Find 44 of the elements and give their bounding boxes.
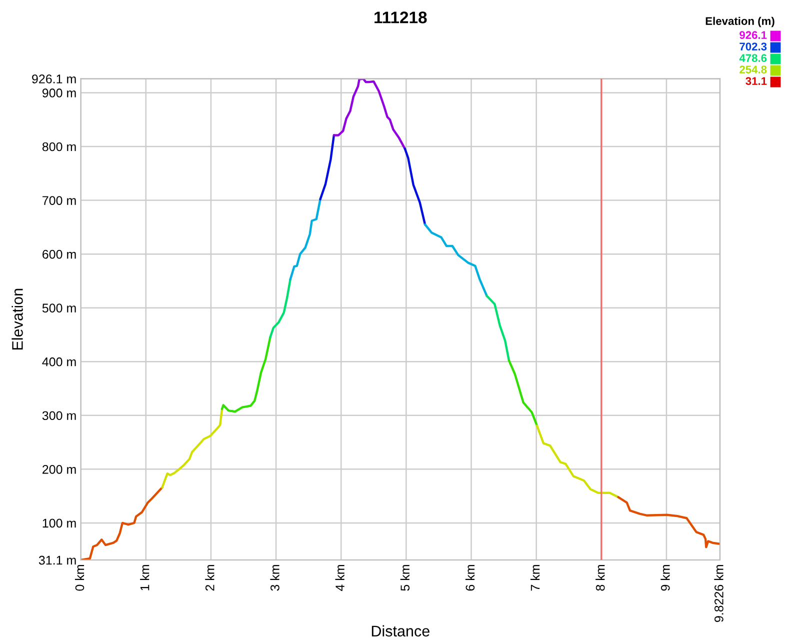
x-tick-label: 4 km [335,564,344,591]
y-tick-label: 926.1 m [32,74,76,84]
line-series [617,496,720,548]
line-series [161,408,224,489]
color-bar-label: 926.1 [740,31,767,39]
y-tick-label: 200 m [42,464,76,474]
line-series [404,148,426,226]
color-bar-label: 254.8 [740,66,767,74]
line-series [80,486,164,560]
x-tick-label: 7 km [530,564,540,591]
line-series [536,424,620,498]
x-tick-label: 0 km [74,564,84,591]
y-tick-label: 300 m [42,411,76,420]
x-tick-label: 6 km [465,564,475,591]
y-tick-label: 31.1 m [38,556,76,565]
x-tick-label: 8 km [596,564,605,591]
color-bar-label: 478.6 [739,54,767,62]
x-tick-label: 1 km [140,564,150,590]
line-series [269,278,292,339]
line-series [508,359,538,427]
y-tick-label: 600 m [42,250,76,259]
x-tick-label: 2 km [205,564,214,591]
line-series [424,223,488,298]
x-tick-label: 9 km [660,564,670,591]
color-bar-title: Elevation (m) [706,16,774,28]
x-axis-title: Distance [372,625,430,637]
chart-title: 111218 [374,12,427,24]
y-tick-label: 900 m [42,88,76,98]
color-bar-label: 702.3 [740,42,767,50]
y-tick-label: 800 m [42,142,76,152]
y-tick-label: 500 m [42,304,76,313]
line-series [332,78,406,150]
line-series [486,294,510,362]
x-tick-label: 3 km [270,564,280,591]
line-series [220,336,272,413]
y-axis-title: Elevation [12,288,23,350]
line-series [319,134,336,200]
x-tick-label: 5 km [400,564,410,591]
y-tick-label: 400 m [42,357,76,366]
y-tick-label: 700 m [42,196,76,205]
x-tick-label: 9.8226 km [714,564,724,622]
line-series [289,198,322,280]
color-bar-label: 31.1 [746,77,767,85]
y-tick-label: 100 m [42,518,76,528]
